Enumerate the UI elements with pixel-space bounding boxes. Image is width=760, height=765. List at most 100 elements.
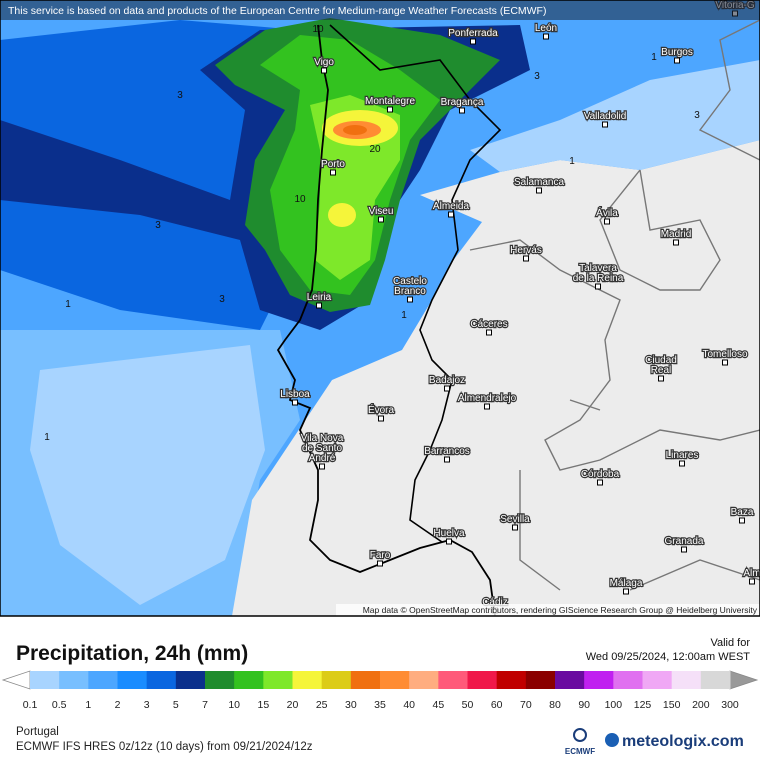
level-label: 50 bbox=[462, 699, 474, 711]
city-label: Almeida bbox=[433, 201, 470, 212]
over-arrow bbox=[729, 670, 759, 690]
city-marker bbox=[536, 187, 542, 194]
level-label: 35 bbox=[374, 699, 386, 711]
city-label: Castelo bbox=[393, 276, 427, 287]
city-marker bbox=[444, 385, 450, 392]
valid-label: Valid for bbox=[710, 637, 750, 649]
color-swatch bbox=[30, 671, 60, 689]
city-label: Huelva bbox=[433, 528, 465, 539]
level-label: 90 bbox=[578, 699, 590, 711]
city-marker bbox=[319, 463, 325, 470]
level-label: 80 bbox=[549, 699, 561, 711]
city-label: Branco bbox=[394, 286, 426, 297]
city-label: León bbox=[535, 23, 557, 34]
level-label: 30 bbox=[345, 699, 357, 711]
city-marker bbox=[316, 302, 322, 309]
contour-labels: 10 3 3 1 3 20 10 1 3 3 1 1 1 bbox=[44, 24, 700, 443]
city-label: Ponferrada bbox=[448, 28, 498, 39]
city-label: Sevilla bbox=[500, 514, 530, 525]
city-label: André bbox=[309, 453, 336, 464]
city-marker bbox=[444, 456, 450, 463]
color-swatch bbox=[263, 671, 293, 689]
level-label: 300 bbox=[721, 699, 739, 711]
color-swatch bbox=[613, 671, 643, 689]
brand-icon bbox=[605, 733, 619, 747]
city-marker bbox=[448, 211, 454, 218]
level-label: 100 bbox=[605, 699, 623, 711]
color-swatch bbox=[175, 671, 206, 689]
contour-label: 20 bbox=[369, 144, 381, 155]
level-label: 0.5 bbox=[52, 699, 67, 711]
city-label: Ciudad bbox=[645, 355, 677, 366]
level-label: 0.1 bbox=[23, 699, 38, 711]
legend-title: Precipitation, 24h (mm) bbox=[16, 642, 248, 665]
city-marker bbox=[623, 588, 629, 595]
city-marker bbox=[679, 460, 685, 467]
color-swatch bbox=[467, 671, 498, 689]
city-marker bbox=[604, 218, 610, 225]
color-swatch bbox=[146, 671, 177, 689]
level-label: 1 bbox=[85, 699, 91, 711]
city-marker bbox=[321, 67, 327, 74]
city-marker bbox=[292, 399, 298, 406]
city-label: Linares bbox=[666, 450, 699, 461]
contour-label: 1 bbox=[65, 299, 71, 310]
city-label: Hervás bbox=[510, 245, 542, 256]
color-swatch bbox=[642, 671, 673, 689]
level-label: 5 bbox=[173, 699, 179, 711]
notice-bar bbox=[0, 0, 760, 20]
contour-label: 3 bbox=[177, 90, 183, 101]
city-label: Almendralejo bbox=[458, 393, 517, 404]
color-swatch bbox=[350, 671, 381, 689]
city-marker bbox=[512, 524, 518, 531]
city-label: Montalegre bbox=[365, 96, 415, 107]
city-marker bbox=[602, 121, 608, 128]
city-label: Alm bbox=[743, 568, 760, 579]
color-swatch bbox=[555, 671, 585, 689]
city-label: Cáceres bbox=[470, 319, 507, 330]
city-label: de Santo bbox=[302, 443, 342, 454]
color-swatch bbox=[205, 671, 235, 689]
city-marker bbox=[486, 329, 492, 336]
city-marker bbox=[543, 33, 549, 40]
map-frame bbox=[0, 0, 760, 617]
contour-label: 1 bbox=[401, 310, 407, 321]
city-marker bbox=[378, 415, 384, 422]
level-label: 10 bbox=[228, 699, 240, 711]
level-label: 45 bbox=[432, 699, 444, 711]
city-marker bbox=[378, 216, 384, 223]
city-marker bbox=[387, 106, 393, 113]
contour-label: 3 bbox=[219, 294, 225, 305]
city-label: Baza bbox=[731, 507, 754, 518]
under-arrow bbox=[1, 670, 31, 690]
city-marker bbox=[446, 538, 452, 545]
attribution-bg bbox=[336, 604, 760, 616]
city-label: Badajoz bbox=[429, 375, 465, 386]
map bbox=[0, 0, 760, 617]
color-swatch bbox=[321, 671, 352, 689]
city-label: Salamanca bbox=[514, 177, 564, 188]
city-marker bbox=[595, 283, 601, 290]
contour-label: 1 bbox=[569, 156, 575, 167]
city-label: Bragança bbox=[441, 97, 484, 108]
city-marker bbox=[658, 375, 664, 382]
city-label: Real bbox=[651, 365, 672, 376]
level-label: 20 bbox=[287, 699, 299, 711]
color-swatch bbox=[700, 671, 731, 689]
color-swatch bbox=[584, 671, 614, 689]
notice: This service is based on data and produc… bbox=[8, 5, 546, 17]
city-marker bbox=[722, 359, 728, 366]
attribution: Map data © OpenStreetMap contributors, r… bbox=[363, 605, 758, 615]
city-marker bbox=[484, 403, 490, 410]
level-label: 25 bbox=[316, 699, 328, 711]
city-label: Tomelloso bbox=[702, 349, 747, 360]
color-swatch bbox=[496, 671, 527, 689]
level-label: 125 bbox=[634, 699, 652, 711]
level-label: 200 bbox=[692, 699, 710, 711]
city-label: Ávila bbox=[596, 206, 618, 219]
city-label: Vila Nova bbox=[301, 433, 344, 444]
brand: meteologix.com bbox=[622, 733, 744, 750]
city-label: Málaga bbox=[610, 578, 643, 589]
contour-label: 3 bbox=[694, 110, 700, 121]
